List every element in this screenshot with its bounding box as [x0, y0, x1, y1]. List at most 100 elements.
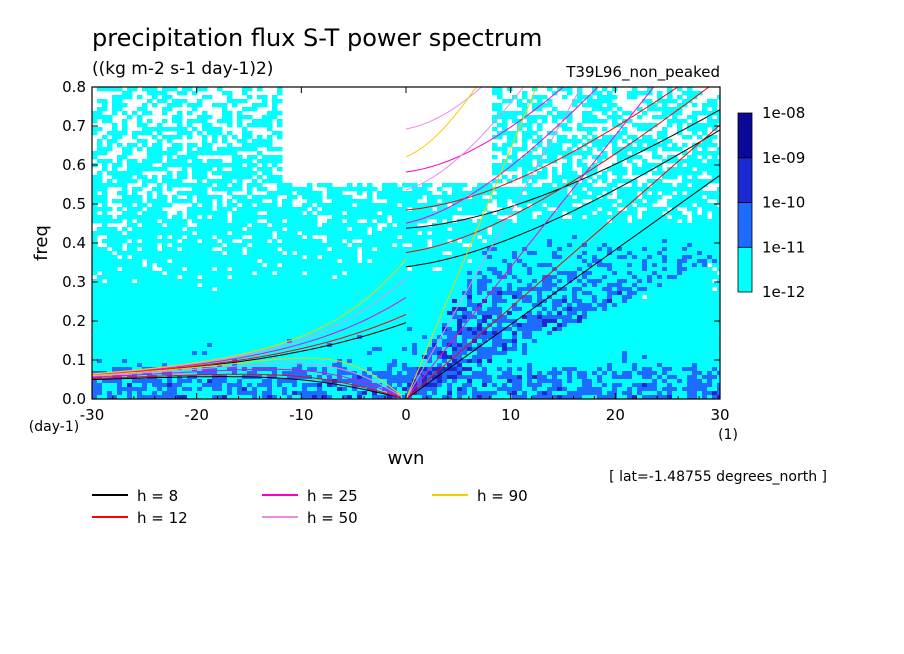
- heatmap-cell: [277, 271, 283, 276]
- heatmap-cell: [532, 131, 538, 136]
- heatmap-cell: [547, 263, 553, 268]
- heatmap-cell: [317, 191, 323, 196]
- heatmap-cell: [302, 223, 308, 228]
- heatmap-cell: [477, 207, 483, 212]
- heatmap-cell: [672, 299, 678, 304]
- heatmap-cell: [642, 123, 648, 128]
- heatmap-cell: [342, 235, 348, 240]
- heatmap-cell: [172, 315, 178, 320]
- heatmap-cell: [132, 319, 138, 324]
- heatmap-cell: [477, 303, 483, 308]
- heatmap-cell: [162, 87, 168, 92]
- heatmap-cell: [257, 251, 263, 256]
- heatmap-cell: [702, 155, 708, 160]
- heatmap-cell: [267, 275, 273, 280]
- heatmap-cell: [97, 107, 103, 112]
- heatmap-cell: [587, 231, 593, 236]
- heatmap-cell: [332, 231, 338, 236]
- heatmap-cell: [577, 223, 583, 228]
- heatmap-cell: [372, 243, 378, 248]
- heatmap-cell: [262, 299, 268, 304]
- heatmap-cell: [107, 311, 113, 316]
- heatmap-cell: [567, 139, 573, 144]
- heatmap-cell: [527, 307, 533, 312]
- heatmap-cell: [177, 311, 183, 316]
- heatmap-cell: [597, 243, 603, 248]
- heatmap-cell: [152, 179, 158, 184]
- heatmap-cell: [92, 299, 98, 304]
- heatmap-cell: [207, 283, 213, 288]
- heatmap-cell: [717, 215, 720, 220]
- heatmap-cell: [512, 279, 518, 284]
- heatmap-cell: [207, 259, 213, 264]
- heatmap-cell: [472, 287, 478, 292]
- heatmap-cell: [637, 263, 643, 268]
- heatmap-cell: [642, 235, 648, 240]
- heatmap-cell: [537, 291, 543, 296]
- heatmap-cell: [717, 199, 720, 204]
- heatmap-cell: [162, 299, 168, 304]
- heatmap-cell: [152, 279, 158, 284]
- heatmap-cell: [177, 303, 183, 308]
- heatmap-cell: [617, 191, 623, 196]
- heatmap-cell: [367, 219, 373, 224]
- heatmap-cell: [377, 295, 383, 300]
- heatmap-cell: [207, 307, 213, 312]
- heatmap-cell: [217, 171, 223, 176]
- run-label: T39L96_non_peaked: [565, 63, 720, 82]
- heatmap-cell: [642, 111, 648, 116]
- heatmap-cell: [102, 239, 108, 244]
- heatmap-cell: [517, 111, 523, 116]
- heatmap-cell: [617, 239, 623, 244]
- heatmap-cell: [237, 275, 243, 280]
- heatmap-cell: [577, 95, 583, 100]
- heatmap-cell: [317, 211, 323, 216]
- heatmap-cell: [552, 195, 558, 200]
- heatmap-cell: [672, 107, 678, 112]
- heatmap-cell: [152, 219, 158, 224]
- heatmap-cell: [682, 259, 688, 264]
- heatmap-cell: [327, 259, 333, 264]
- heatmap-cell: [267, 263, 273, 268]
- heatmap-cell: [432, 211, 438, 216]
- heatmap-cell: [192, 315, 198, 320]
- heatmap-cell: [552, 287, 558, 292]
- heatmap-cell: [142, 239, 148, 244]
- heatmap-cell: [142, 139, 148, 144]
- heatmap-cell: [407, 259, 413, 264]
- heatmap-cell: [357, 227, 363, 232]
- heatmap-cell: [562, 279, 568, 284]
- heatmap-cell: [577, 123, 583, 128]
- heatmap-cell: [272, 155, 278, 160]
- heatmap-cell: [497, 179, 503, 184]
- heatmap-cell: [262, 143, 268, 148]
- heatmap-cell: [467, 247, 473, 252]
- heatmap-cell: [392, 207, 398, 212]
- heatmap-cell: [272, 251, 278, 256]
- heatmap-cell: [697, 191, 703, 196]
- heatmap-cell: [697, 171, 703, 176]
- heatmap-cell: [257, 295, 263, 300]
- heatmap-cell: [567, 287, 573, 292]
- heatmap-cell: [497, 111, 503, 116]
- heatmap-cell: [277, 311, 283, 316]
- heatmap-cell: [647, 195, 653, 200]
- heatmap-cell: [312, 287, 318, 292]
- heatmap-cell: [147, 303, 153, 308]
- heatmap-cell: [502, 299, 508, 304]
- heatmap-cell: [547, 311, 553, 316]
- heatmap-cell: [452, 319, 458, 324]
- heatmap-cell: [702, 231, 708, 236]
- heatmap-cell: [607, 239, 613, 244]
- heatmap-cell: [717, 147, 720, 152]
- heatmap-cell: [642, 271, 648, 276]
- heatmap-cell: [202, 271, 208, 276]
- heatmap-cell: [622, 279, 628, 284]
- heatmap-cell: [437, 239, 443, 244]
- heatmap-cell: [677, 127, 683, 132]
- heatmap-cell: [447, 207, 453, 212]
- heatmap-cell: [382, 219, 388, 224]
- heatmap-cell: [692, 219, 698, 224]
- heatmap-cell: [312, 283, 318, 288]
